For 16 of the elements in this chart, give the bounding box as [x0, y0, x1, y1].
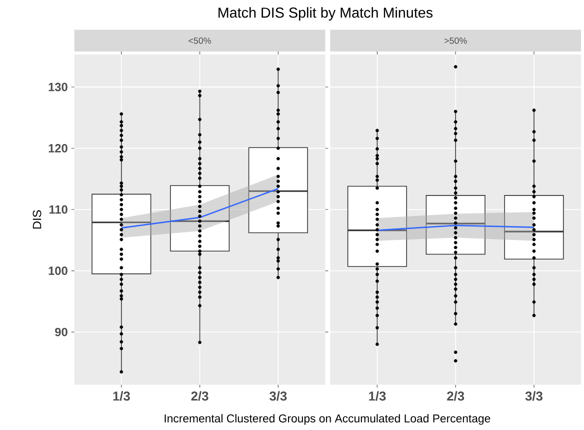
x-tick-label: 2/3: [447, 391, 464, 401]
x-tick-label: 1/3: [113, 391, 130, 401]
y-tick-label: 120: [48, 144, 68, 152]
y-tick-label: 90: [55, 328, 68, 336]
x-tick-label: 3/3: [270, 391, 287, 401]
chart-subtitle: >50%: [444, 37, 467, 44]
x-tick-label: 1/3: [369, 391, 386, 401]
x-tick-label: 3/3: [525, 391, 542, 401]
chart-title: Match DIS Split by Match Minutes: [218, 7, 433, 20]
x-tick-label: 2/3: [191, 391, 208, 401]
chart-subtitle: <50%: [188, 37, 212, 44]
y-tick-label: 100: [48, 266, 68, 275]
y-tick-label: 130: [48, 82, 68, 92]
x-axis-title: Incremental Clustered Groups on Accumulated Load Percentage: [164, 414, 490, 425]
y-axis-title: DIS: [32, 210, 42, 228]
y-tick-label: 110: [49, 205, 68, 214]
